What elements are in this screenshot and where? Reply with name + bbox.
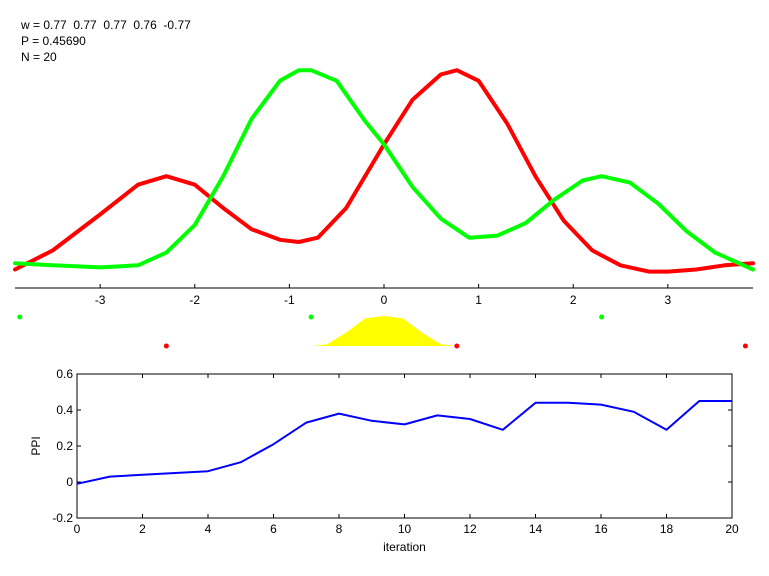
green-weight-marker xyxy=(17,314,23,320)
red-weight-marker xyxy=(163,343,169,349)
ppi-x-tick-label: 0 xyxy=(74,522,81,536)
ppi-x-tick-label: 8 xyxy=(336,522,343,536)
green-weight-marker xyxy=(308,314,314,320)
top-x-tick-label: 1 xyxy=(475,293,482,307)
activation-curves-plot: -3 -2 -1 0 1 2 3 xyxy=(13,68,755,349)
weights-text: w = 0.77 0.77 0.77 0.76 -0.77 xyxy=(21,18,191,32)
red-weight-marker xyxy=(742,343,748,349)
ppi-x-tick-label: 14 xyxy=(529,522,543,536)
ppi-x-tick-label: 18 xyxy=(660,522,674,536)
ppi-x-tick-label: 12 xyxy=(463,522,477,536)
ppi-x-axis-label: iteration xyxy=(383,540,426,554)
ppi-x-tick-label: 10 xyxy=(398,522,412,536)
ppi-x-tick-label: 6 xyxy=(270,522,277,536)
green-weight-marker xyxy=(599,314,605,320)
top-x-tick-label: -1 xyxy=(284,293,295,307)
ppi-y-tick-label: 0.4 xyxy=(56,403,73,417)
top-x-tick-label: 3 xyxy=(665,293,672,307)
ppi-y-tick-label: 0.6 xyxy=(56,367,73,381)
ppi-line xyxy=(76,400,732,485)
green-activation-curve xyxy=(13,68,755,272)
top-x-tick-label: 0 xyxy=(381,293,388,307)
sample-count-text: N = 20 xyxy=(21,50,57,64)
ppi-iteration-plot: 0 2 4 6 8 10 12 14 16 18 20-0.200.20.40.6iteration… xyxy=(29,367,739,554)
yellow-density-area xyxy=(313,316,455,346)
ppi-x-tick-label: 16 xyxy=(594,522,608,536)
red-weight-marker xyxy=(454,343,460,349)
ppi-x-tick-label: 2 xyxy=(139,522,146,536)
ppi-y-tick-label: -0.2 xyxy=(52,511,73,525)
ppi-y-tick-label: 0.2 xyxy=(56,439,73,453)
ppi-plot-frame xyxy=(76,373,733,519)
top-x-tick-label: 2 xyxy=(570,293,577,307)
ppi-x-tick-label: 20 xyxy=(725,522,739,536)
top-x-tick-label: -3 xyxy=(95,293,106,307)
ppi-x-tick-label: 4 xyxy=(205,522,212,536)
probability-text: P = 0.45690 xyxy=(21,34,86,48)
ppi-y-tick-label: 0 xyxy=(66,475,73,489)
top-x-tick-label: -2 xyxy=(189,293,200,307)
ppi-y-axis-label: PPI xyxy=(29,436,43,455)
red-activation-curve xyxy=(13,68,755,274)
